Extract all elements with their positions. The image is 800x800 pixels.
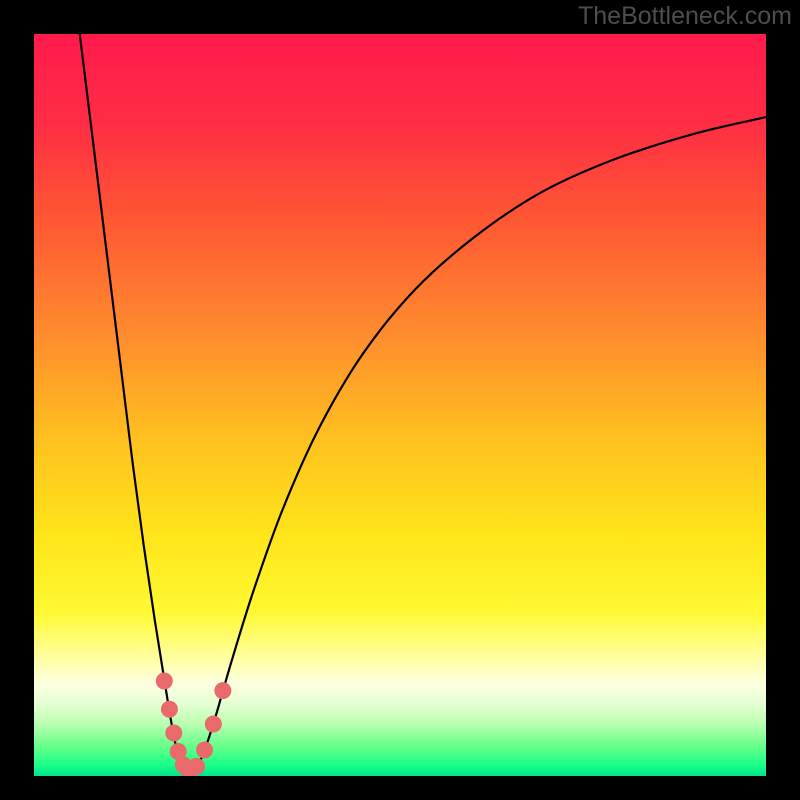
marker-dot — [205, 716, 222, 733]
chart-svg — [0, 0, 800, 800]
marker-dot — [214, 682, 231, 699]
marker-dot — [196, 742, 213, 759]
marker-dot — [161, 701, 178, 718]
watermark-text: TheBottleneck.com — [578, 2, 792, 31]
marker-dot — [165, 724, 182, 741]
chart-root: TheBottleneck.com — [0, 0, 800, 800]
marker-dot — [188, 758, 205, 775]
marker-dot — [156, 673, 173, 690]
